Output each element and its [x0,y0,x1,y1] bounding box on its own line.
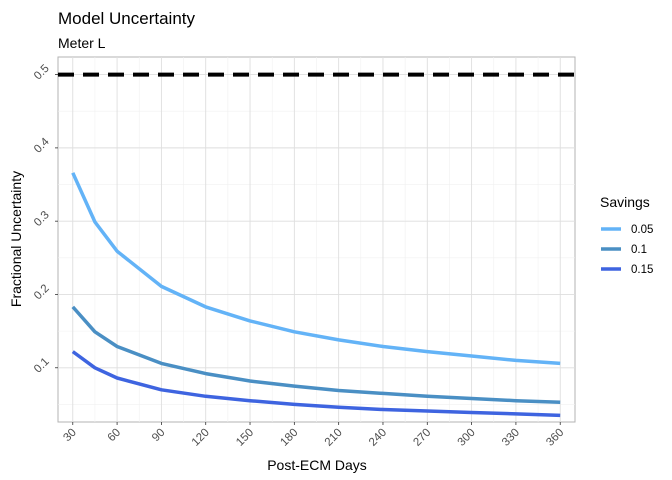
series-layer [71,172,561,418]
series-line-0.15 [71,350,561,418]
legend-title: Savings [600,194,650,210]
x-tick-label: 90 [150,427,168,445]
series-line-0.05 [71,172,561,366]
y-axis-title: Fractional Uncertainty [8,171,24,307]
chart-title: Model Uncertainty [58,9,196,28]
x-tick-label: 210 [323,427,345,449]
x-tick-label: 30 [61,427,79,445]
legend-label-0.05: 0.05 [631,224,653,236]
grid-minor [58,57,575,422]
chart-subtitle: Meter L [58,35,106,51]
x-axis-ticks: 30 60 90 120 150 180 210 240 270 300 330 360 [61,422,566,449]
legend: Savings 0.05 0.1 0.15 [600,194,653,276]
x-tick-label: 60 [106,427,124,445]
y-tick-label: 0.5 [32,63,52,83]
y-tick-label: 0.4 [32,135,52,155]
x-axis-title: Post-ECM Days [267,457,367,473]
x-tick-label: 150 [234,427,256,449]
x-tick-label: 330 [500,427,522,449]
x-tick-label: 180 [278,427,300,449]
legend-label-0.15: 0.15 [631,264,653,276]
y-tick-label: 0.2 [32,282,52,302]
y-axis-ticks: 0.1 0.2 0.3 0.4 0.5 [32,63,58,376]
y-tick-label: 0.1 [32,356,52,376]
x-tick-label: 120 [190,427,212,449]
x-tick-label: 270 [411,427,433,449]
legend-label-0.1: 0.1 [631,244,647,256]
x-tick-label: 300 [456,427,478,449]
series-line-0.1 [71,305,561,404]
x-tick-label: 240 [367,427,389,449]
y-tick-label: 0.3 [32,209,52,229]
x-tick-label: 360 [544,427,566,449]
